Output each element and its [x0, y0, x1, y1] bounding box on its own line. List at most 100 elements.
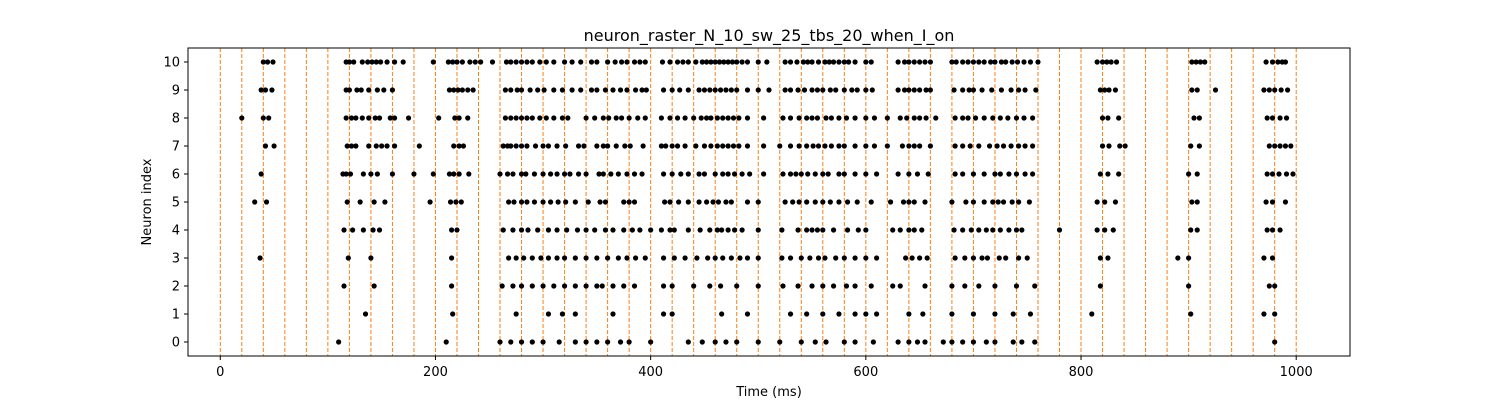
- spike-point: [346, 87, 352, 93]
- spike-point: [873, 311, 880, 317]
- spike-point: [1269, 199, 1276, 205]
- spike-point: [391, 115, 398, 121]
- spike-point: [366, 87, 372, 93]
- spike-point: [922, 59, 928, 65]
- spike-point: [970, 87, 977, 93]
- spike-point: [626, 199, 632, 205]
- spike-point: [1272, 87, 1278, 93]
- spike-point: [489, 59, 496, 65]
- spike-point: [1021, 59, 1027, 65]
- spike-point: [761, 171, 767, 177]
- spike-point: [849, 87, 855, 93]
- spike-point: [697, 227, 703, 233]
- spike-point: [1188, 227, 1194, 233]
- spike-point: [728, 87, 734, 93]
- spike-point: [922, 339, 928, 345]
- spike-point: [720, 143, 726, 149]
- spike-point: [1097, 171, 1103, 177]
- spike-point: [951, 87, 957, 93]
- spike-point: [984, 255, 991, 261]
- spike-point: [703, 115, 710, 121]
- spike-point: [372, 115, 378, 121]
- spike-point: [572, 311, 578, 317]
- spike-point: [827, 199, 833, 205]
- spike-point: [1094, 199, 1100, 205]
- spike-point: [368, 255, 374, 261]
- spike-point: [658, 115, 665, 121]
- spike-point: [988, 59, 994, 65]
- spike-point: [518, 59, 525, 65]
- spike-point: [703, 59, 710, 65]
- spike-point: [1009, 199, 1015, 205]
- spike-point: [1277, 227, 1283, 233]
- y-axis-label: Neuron index: [140, 158, 155, 245]
- spike-point: [699, 59, 705, 65]
- spike-point: [376, 227, 383, 233]
- spike-point: [1030, 115, 1036, 121]
- spike-point: [820, 199, 826, 205]
- spike-point: [531, 199, 538, 205]
- spike-point: [793, 171, 799, 177]
- spike-point: [508, 143, 514, 149]
- spike-point: [669, 283, 675, 289]
- spike-point: [669, 311, 675, 317]
- spike-point: [904, 115, 910, 121]
- spike-point: [805, 59, 811, 65]
- spike-point: [1030, 171, 1036, 177]
- spike-point: [863, 59, 869, 65]
- spike-point: [715, 199, 722, 205]
- spike-point: [358, 87, 364, 93]
- spike-point: [804, 115, 810, 121]
- spike-point: [513, 115, 519, 121]
- spike-point: [960, 87, 966, 93]
- spike-point: [755, 283, 761, 289]
- spike-point: [863, 311, 869, 317]
- spike-point: [594, 143, 600, 149]
- spike-point: [1005, 115, 1011, 121]
- spike-point: [454, 227, 460, 233]
- spike-point: [708, 115, 714, 121]
- spike-point: [1186, 171, 1192, 177]
- spike-point: [725, 143, 731, 149]
- spike-point: [863, 255, 869, 261]
- spike-point: [723, 87, 729, 93]
- spike-point: [1027, 311, 1034, 317]
- spike-point: [1122, 143, 1128, 149]
- y-tick-label: 9: [172, 84, 180, 99]
- spike-point: [924, 255, 930, 261]
- x-axis-label: Time (ms): [735, 385, 802, 400]
- spike-point: [723, 339, 729, 345]
- spike-point: [545, 227, 552, 233]
- spike-point: [354, 87, 360, 93]
- spike-point: [911, 87, 917, 93]
- spike-point: [716, 59, 723, 65]
- spike-point: [827, 87, 833, 93]
- spike-point: [518, 199, 525, 205]
- spike-point: [456, 143, 462, 149]
- spike-point: [809, 283, 815, 289]
- spike-point: [529, 255, 535, 261]
- spike-point: [518, 171, 525, 177]
- spike-point: [998, 59, 1005, 65]
- spike-point: [693, 143, 699, 149]
- spike-point: [561, 171, 568, 177]
- spike-point: [1189, 199, 1195, 205]
- spike-point: [564, 227, 570, 233]
- spike-point: [387, 115, 393, 121]
- spike-point: [863, 115, 869, 121]
- spike-point: [966, 87, 972, 93]
- spike-point: [693, 59, 699, 65]
- spike-point: [976, 283, 982, 289]
- spike-point: [1261, 87, 1267, 93]
- spike-point: [592, 227, 598, 233]
- spike-point: [449, 227, 455, 233]
- spike-point: [1263, 199, 1269, 205]
- spike-point: [899, 143, 906, 149]
- y-tick-label: 10: [163, 56, 180, 71]
- spike-point: [960, 227, 966, 233]
- spike-point: [1283, 115, 1290, 121]
- spike-point: [1035, 59, 1041, 65]
- spike-point: [828, 143, 835, 149]
- spike-point: [990, 115, 996, 121]
- spike-point: [927, 143, 933, 149]
